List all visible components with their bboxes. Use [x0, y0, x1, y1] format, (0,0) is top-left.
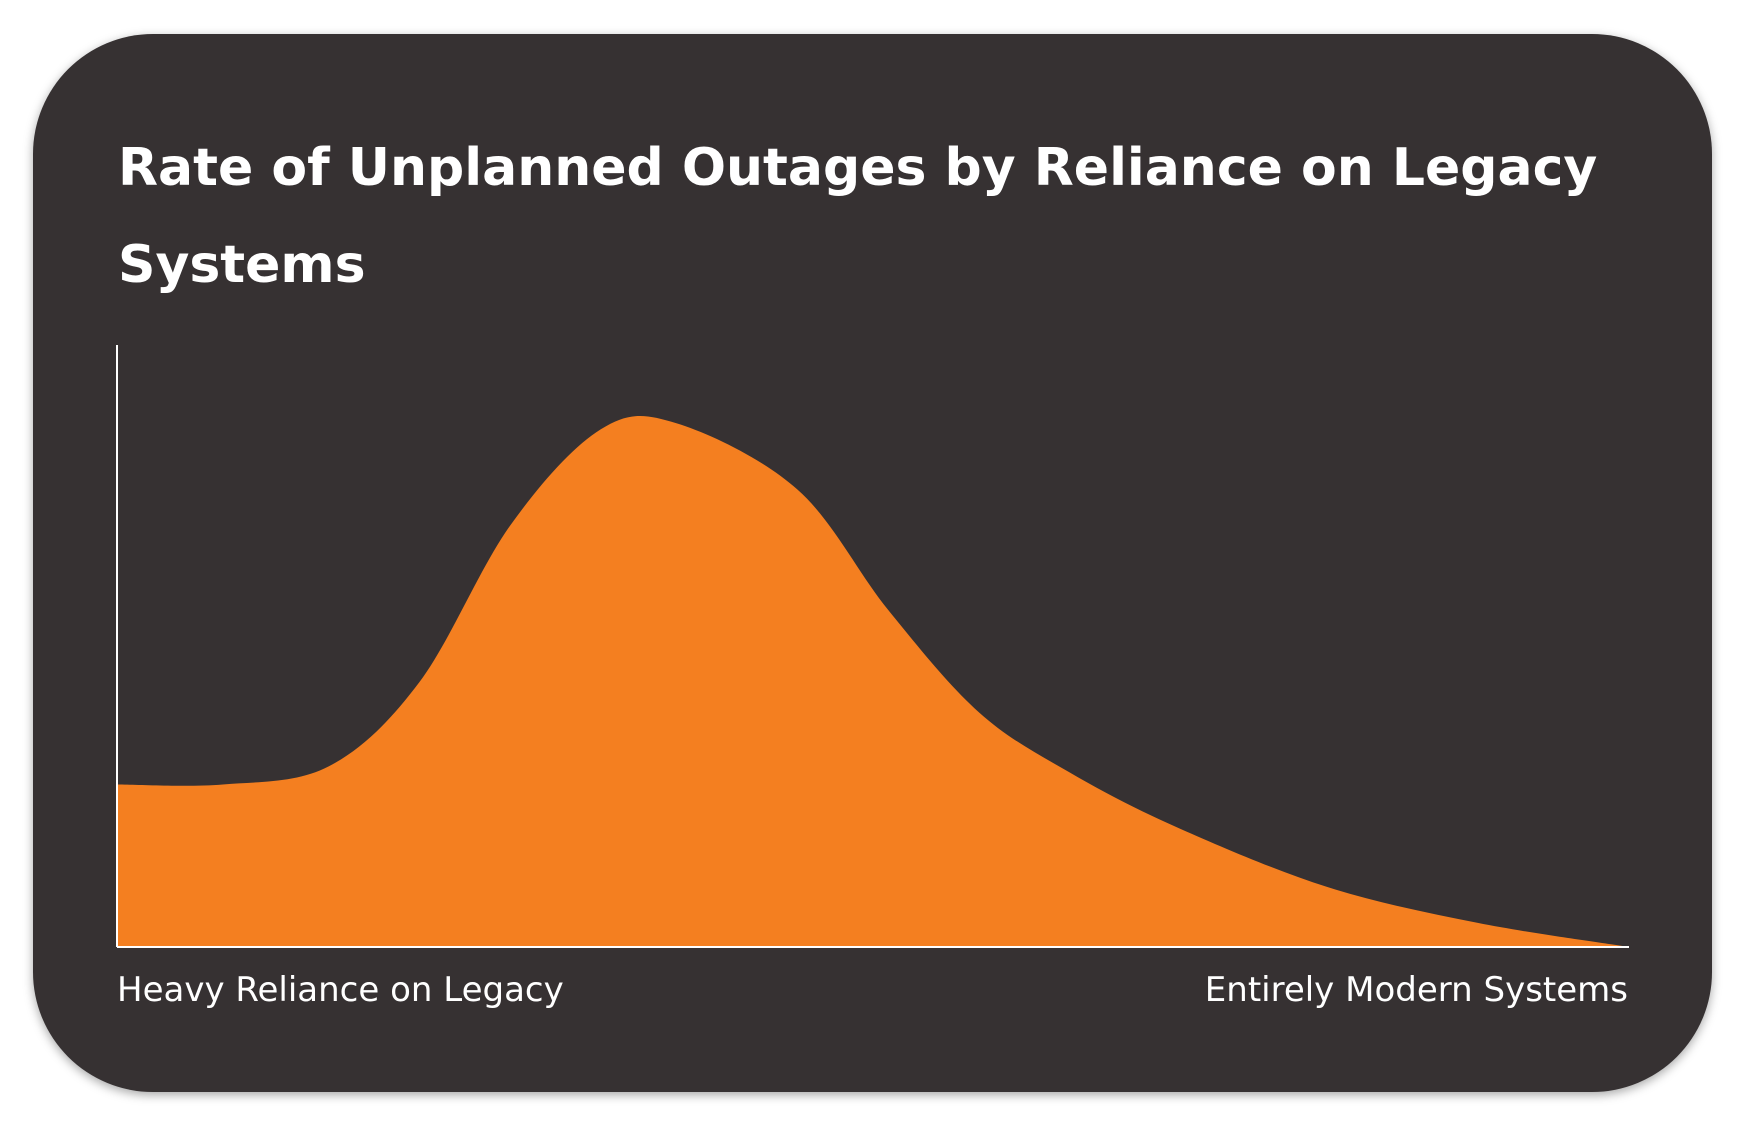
x-axis-end-label: Entirely Modern Systems: [1204, 970, 1628, 1010]
chart-title: Rate of Unplanned Outages by Reliance on…: [118, 138, 1598, 295]
x-axis-start-label: Heavy Reliance on Legacy: [117, 970, 564, 1010]
area-series: [117, 416, 1629, 948]
